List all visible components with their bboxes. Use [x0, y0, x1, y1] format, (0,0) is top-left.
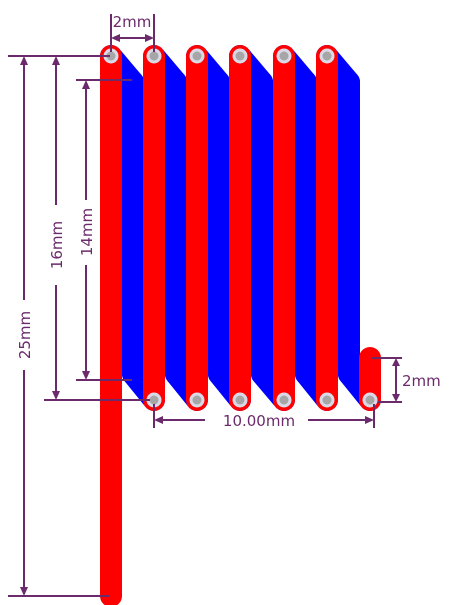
- vias: [103, 48, 378, 408]
- pitch-arrow-left: [111, 34, 120, 42]
- total-arrow-top: [20, 56, 28, 65]
- via-top-3: [189, 48, 205, 64]
- via-bottom-5: [319, 392, 335, 408]
- coil-arrow-bottom: [52, 391, 60, 400]
- via-top-4: [232, 48, 248, 64]
- via-bottom-3: [232, 392, 248, 408]
- coil-arrow-top: [52, 56, 60, 65]
- coil-width-label: 10.00mm: [223, 412, 295, 430]
- tail-arrow-bottom: [392, 394, 400, 402]
- inner-arrow-bottom: [82, 371, 90, 380]
- inner-arrow-top: [82, 80, 90, 89]
- via-bottom-1: [146, 392, 162, 408]
- total-length-label: 25mm: [16, 311, 34, 359]
- dimension-lines: [8, 14, 402, 597]
- width-arrow-right: [365, 416, 374, 424]
- via-top-2: [146, 48, 162, 64]
- via-top-6: [319, 48, 335, 64]
- dimension-labels: 2mm 10.00mm 2mm 25mm 16mm 14mm: [16, 13, 441, 430]
- tail-label: 2mm: [402, 372, 441, 390]
- width-arrow-left: [154, 416, 163, 424]
- via-top-5: [276, 48, 292, 64]
- via-bottom-4: [276, 392, 292, 408]
- inner-height-label: 14mm: [78, 208, 96, 256]
- coil-traces: [100, 45, 381, 605]
- tail-arrow-top: [392, 358, 400, 366]
- pitch-label: 2mm: [113, 13, 152, 31]
- total-arrow-bottom: [20, 587, 28, 596]
- coil-height-label: 16mm: [48, 221, 66, 269]
- via-bottom-6: [362, 392, 378, 408]
- pitch-arrow-right: [145, 34, 154, 42]
- via-bottom-2: [189, 392, 205, 408]
- via-top-1: [103, 48, 119, 64]
